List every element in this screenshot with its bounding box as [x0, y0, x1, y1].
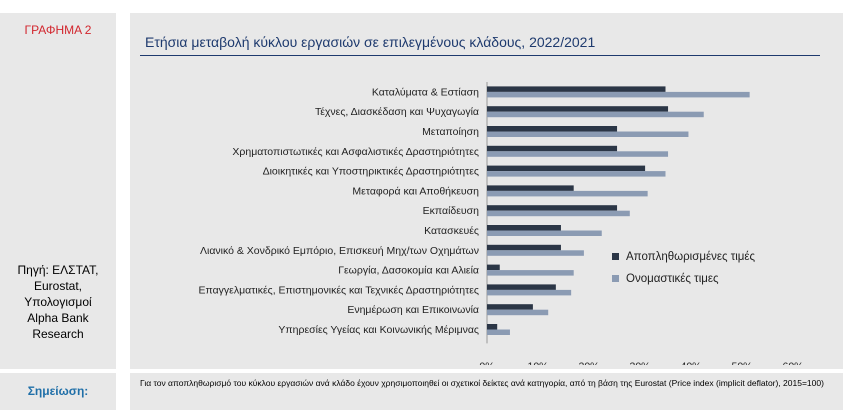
- category-label: Τέχνες, Διασκέδαση και Ψυχαγωγία: [315, 106, 479, 118]
- legend-label: Αποπληθωρισμένες τιμές: [626, 251, 756, 263]
- bar-real: [487, 86, 666, 92]
- category-label: Λιανικό & Χονδρικό Εμπόριο, Επισκευή Μηχ…: [200, 245, 479, 257]
- category-label: Μεταποίηση: [422, 126, 479, 138]
- bar-real: [487, 185, 574, 191]
- bar-real: [487, 304, 533, 310]
- bar-real: [487, 126, 618, 132]
- category-label: Επαγγελματικές, Επιστημονικές και Τεχνικ…: [199, 284, 479, 296]
- panel-gap: [116, 13, 130, 369]
- category-label: Διοικητικές και Υποστηρικτικές Δραστηριό…: [263, 166, 479, 178]
- bar-real: [487, 165, 646, 172]
- x-tick-label: 40%: [680, 360, 701, 365]
- bar-real: [487, 225, 561, 231]
- bar-nominal: [487, 131, 689, 137]
- bar-chart: Καταλύματα & Εστίαση Τέχνες, Διασκέδαση κ…: [199, 82, 804, 365]
- source-text: Πηγή: ΕΛΣΤΑΤ, Eurostat, Υπολογισμοί Alph…: [17, 263, 99, 341]
- bar-nominal: [487, 190, 648, 197]
- bar-real: [487, 205, 618, 211]
- category-label: Υπηρεσίες Υγείας και Κοινωνικής Μέριμνας: [278, 324, 479, 336]
- category-label: Γεωργία, Δασοκομία και Αλιεία: [338, 265, 479, 277]
- x-tick-label: 30%: [629, 360, 650, 365]
- legend-swatch-real: [612, 253, 619, 260]
- category-label: Εκπαίδευση: [423, 205, 480, 217]
- bar-nominal: [487, 309, 549, 316]
- chart-title: Ετήσια μεταβολή κύκλου εργασιών σε επιλε…: [145, 34, 596, 50]
- title-rule: [140, 55, 820, 56]
- bar-nominal: [487, 329, 510, 335]
- bar-nominal: [487, 151, 669, 157]
- bar-nominal: [487, 230, 602, 236]
- bar-nominal: [487, 250, 584, 256]
- bar-nominal: [487, 91, 750, 98]
- legend-label: Ονομαστικές τιμες: [626, 273, 719, 285]
- bar-real: [487, 244, 561, 251]
- x-tick-label: 20%: [578, 360, 599, 365]
- chart-number-label: ΓΡΑΦΗΜΑ 2: [24, 23, 92, 37]
- category-label: Χρηματοπιστωτικές και Ασφαλιστικές Δραστ…: [232, 146, 479, 158]
- x-tick-label: 60%: [782, 360, 803, 365]
- x-tick-label: 10%: [527, 360, 548, 365]
- legend-swatch-nominal: [612, 275, 619, 282]
- left-panel: [0, 13, 116, 369]
- note-label: Σημείωση:: [27, 384, 89, 398]
- x-tick-label: 50%: [731, 360, 752, 365]
- bar-real: [487, 284, 556, 290]
- bar-real: [487, 106, 669, 112]
- bar-nominal: [487, 210, 630, 217]
- note-text: Για τον αποπληθωρισμό του κύκλου εργασιώ…: [140, 378, 824, 388]
- note-text-panel: [130, 373, 843, 410]
- note-label-panel: [0, 373, 116, 410]
- bar-nominal: [487, 289, 572, 296]
- category-label: Ενημέρωση και Επικοινωνία: [347, 304, 479, 316]
- bar-nominal: [487, 111, 704, 118]
- x-tick-label: 0%: [479, 360, 494, 365]
- bar-nominal: [487, 270, 574, 276]
- bar-real: [487, 145, 618, 152]
- bar-nominal: [487, 171, 666, 177]
- category-label: Μεταφορά και Αποθήκευση: [352, 185, 479, 197]
- bar-real: [487, 264, 500, 271]
- category-label: Καταλύματα & Εστίαση: [372, 86, 479, 98]
- bar-real: [487, 324, 498, 330]
- category-label: Κατασκευές: [424, 225, 479, 237]
